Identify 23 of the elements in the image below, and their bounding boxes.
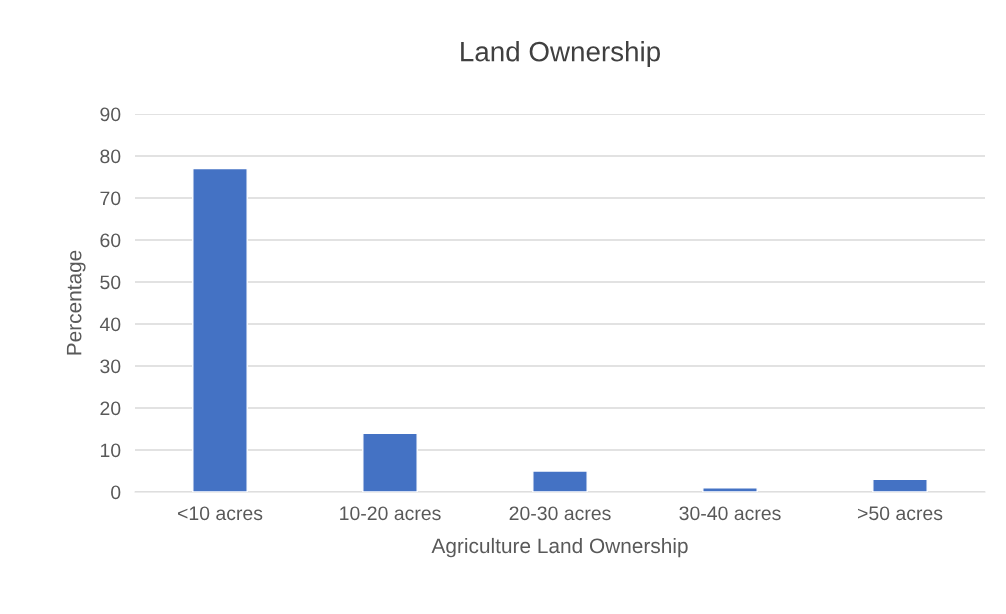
x-tick-label: 30-40 acres [679, 506, 781, 521]
x-tick-label: <10 acres [178, 506, 263, 521]
x-tick-label: 10-20 acres [340, 506, 441, 521]
y-tick-label: 40 [99, 317, 121, 332]
y-tick-label: 20 [100, 401, 121, 416]
bar [192, 167, 248, 492]
y-tick-label: 10 [100, 443, 121, 458]
y-tick-label: 60 [100, 233, 121, 248]
chart-title: Land Ownership [461, 41, 660, 67]
y-axis-title: Percentage [66, 250, 86, 355]
y-tick-label: 80 [100, 149, 121, 164]
y-tick-label: 50 [100, 275, 121, 290]
x-axis-title: Agriculture Land Ownership [431, 537, 688, 558]
x-tick-label: 20-30 acres [509, 506, 611, 521]
bar [532, 470, 588, 492]
y-tick-label: 30 [100, 359, 121, 374]
y-tick-label: 70 [100, 191, 121, 206]
y-tick-label: 90 [100, 107, 121, 122]
bar [362, 432, 418, 492]
bar [872, 478, 928, 492]
x-tick-label: >50 acres [858, 506, 943, 521]
y-tick-label: 0 [111, 485, 121, 500]
bar [702, 487, 758, 492]
